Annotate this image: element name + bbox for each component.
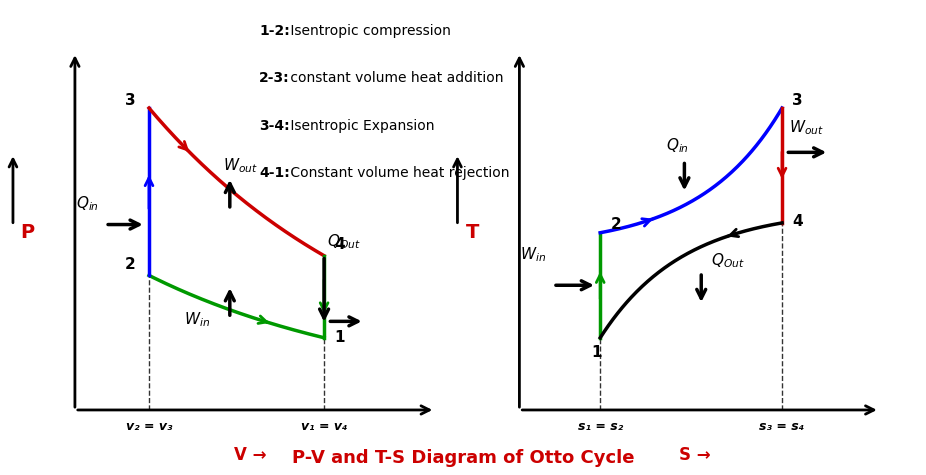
- Text: $W_{out}$: $W_{out}$: [223, 156, 258, 175]
- Text: 4-1:: 4-1:: [259, 166, 290, 180]
- Text: 2-3:: 2-3:: [259, 71, 290, 85]
- Text: $Q_{in}$: $Q_{in}$: [76, 194, 98, 213]
- Text: $W_{in}$: $W_{in}$: [183, 311, 209, 329]
- Text: 2: 2: [125, 257, 135, 272]
- Text: 3: 3: [792, 93, 803, 108]
- Text: 3-4:: 3-4:: [259, 119, 290, 133]
- Text: s₃ = s₄: s₃ = s₄: [759, 419, 805, 433]
- Text: 4: 4: [334, 237, 344, 252]
- Text: $W_{in}$: $W_{in}$: [520, 245, 546, 264]
- Text: 4: 4: [792, 214, 803, 229]
- Text: $Q_{Out}$: $Q_{Out}$: [711, 252, 745, 270]
- Text: P: P: [20, 223, 35, 242]
- Text: 3: 3: [125, 93, 135, 108]
- Text: Isentropic compression: Isentropic compression: [286, 24, 451, 38]
- Text: P-V and T-S Diagram of Otto Cycle: P-V and T-S Diagram of Otto Cycle: [292, 449, 634, 467]
- Text: 1-2:: 1-2:: [259, 24, 290, 38]
- Text: $W_{out}$: $W_{out}$: [789, 119, 823, 137]
- Text: Constant volume heat rejection: Constant volume heat rejection: [286, 166, 509, 180]
- Text: $Q_{Out}$: $Q_{Out}$: [328, 232, 361, 251]
- Text: S →: S →: [679, 446, 710, 464]
- Text: v₂ = v₃: v₂ = v₃: [126, 419, 172, 433]
- Text: 1: 1: [334, 330, 344, 345]
- Text: 2: 2: [610, 218, 621, 232]
- Text: s₁ = s₂: s₁ = s₂: [578, 419, 623, 433]
- Text: constant volume heat addition: constant volume heat addition: [286, 71, 504, 85]
- Text: v₁ = v₄: v₁ = v₄: [301, 419, 347, 433]
- Text: V →: V →: [233, 446, 267, 464]
- Text: 1: 1: [592, 345, 602, 361]
- Text: T: T: [466, 223, 479, 242]
- Text: $Q_{in}$: $Q_{in}$: [666, 137, 689, 155]
- Text: Isentropic Expansion: Isentropic Expansion: [286, 119, 434, 133]
